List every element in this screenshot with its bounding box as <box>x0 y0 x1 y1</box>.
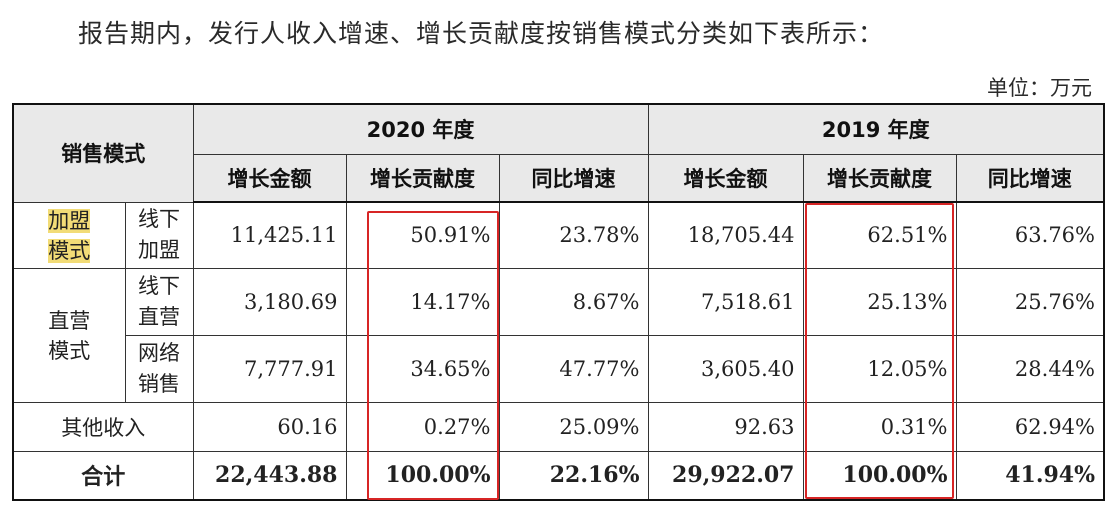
category-franchise: 加盟 模式 <box>12 201 126 269</box>
cell-value: 92.63 <box>647 401 804 452</box>
header-contrib-2019: 增长贡献度 <box>802 153 957 203</box>
cell-value: 29,922.07 <box>647 450 804 501</box>
total-label: 合计 <box>12 450 194 501</box>
cell-value: 14.17% <box>345 267 500 336</box>
header-sales-mode: 销售模式 <box>12 103 194 203</box>
direct-cat-line2: 模式 <box>48 339 91 363</box>
cell-value: 3,180.69 <box>192 267 347 336</box>
header-yoy-2020: 同比增速 <box>498 153 649 203</box>
franchise-cat-line2: 模式 <box>48 239 91 263</box>
subcategory-online-sales: 网络 销售 <box>124 334 194 403</box>
cell-value: 100.00% <box>345 450 500 501</box>
growth-table: 销售模式 2020 年度 2019 年度 增长金额 增长贡献度 同比增速 增长金… <box>12 103 1105 501</box>
cell-value: 7,518.61 <box>647 267 804 336</box>
cell-value: 41.94% <box>955 450 1105 501</box>
cell-value: 62.94% <box>955 401 1105 452</box>
table-row: 其他收入 60.16 0.27% 25.09% 92.63 0.31% 62.9… <box>12 401 1105 452</box>
category-other-income: 其他收入 <box>12 401 194 452</box>
cell-value: 22.16% <box>498 450 649 501</box>
cell-value: 25.13% <box>802 267 957 336</box>
cell-value: 47.77% <box>498 334 649 403</box>
subcategory-offline-franchise: 线下 加盟 <box>124 201 194 269</box>
header-year-2019: 2019 年度 <box>647 103 1105 155</box>
cell-value: 60.16 <box>192 401 347 452</box>
header-amount-2020: 增长金额 <box>192 153 347 203</box>
cell-value: 7,777.91 <box>192 334 347 403</box>
cell-value: 28.44% <box>955 334 1105 403</box>
highlight-box-2019-contribution <box>805 203 954 499</box>
table-row: 网络 销售 7,777.91 34.65% 47.77% 3,605.40 12… <box>13 334 1105 403</box>
header-year-2020: 2020 年度 <box>192 103 649 155</box>
cell-value: 3,605.40 <box>647 334 804 403</box>
header-yoy-2019: 同比增速 <box>955 153 1105 203</box>
sub-line: 加盟 <box>138 238 180 262</box>
cell-value: 23.78% <box>498 201 649 269</box>
direct-cat-line1: 直营 <box>48 309 91 333</box>
cell-value: 62.51% <box>802 201 957 269</box>
cell-value: 63.76% <box>955 201 1105 269</box>
sub-line: 网络 <box>138 340 180 365</box>
subcategory-offline-direct: 线下 直营 <box>124 267 194 336</box>
sub-line: 线下 <box>138 273 180 298</box>
table-row: 直营 模式 线下 直营 3,180.69 14.17% 8.67% 7,518.… <box>12 267 1105 403</box>
highlight-box-2020-contribution <box>367 211 499 500</box>
cell-value: 11,425.11 <box>192 201 347 269</box>
cell-value: 100.00% <box>802 450 957 501</box>
cell-value: 22,443.88 <box>192 450 347 501</box>
cell-value: 8.67% <box>498 267 649 336</box>
unit-label: 单位：万元 <box>987 76 1092 100</box>
cell-value: 25.09% <box>498 401 649 452</box>
sub-line: 销售 <box>138 371 180 396</box>
cell-value: 25.76% <box>955 267 1105 336</box>
sub-line: 直营 <box>138 304 180 329</box>
franchise-cat-line1: 加盟 <box>48 209 91 233</box>
table-row-total: 合计 22,443.88 100.00% 22.16% 29,922.07 10… <box>12 450 1105 501</box>
header-amount-2019: 增长金额 <box>647 153 804 203</box>
intro-text: 报告期内，发行人收入增速、增长贡献度按销售模式分类如下表所示： <box>78 19 885 48</box>
header-contrib-2020: 增长贡献度 <box>345 153 500 203</box>
sub-line: 线下 <box>138 207 180 231</box>
cell-value: 18,705.44 <box>647 201 804 269</box>
category-direct: 直营 模式 <box>12 267 126 403</box>
table-row: 加盟 模式 线下 加盟 11,425.11 50.91% 23.78% 18,7… <box>12 201 1105 269</box>
cell-value: 0.31% <box>802 401 957 452</box>
